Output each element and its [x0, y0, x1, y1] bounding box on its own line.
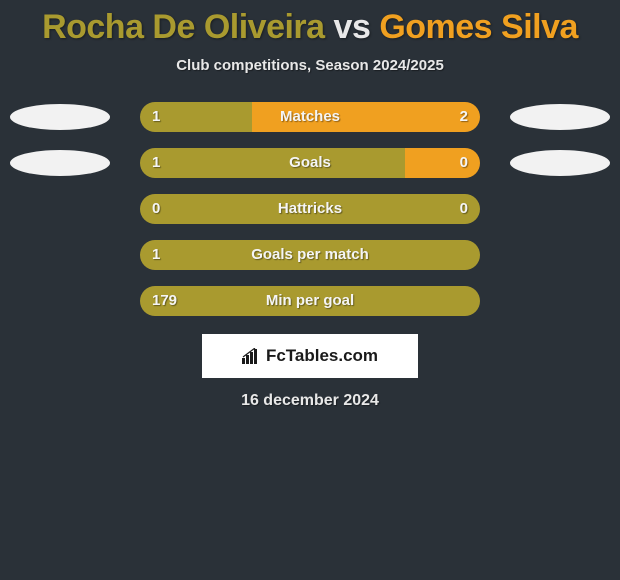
stat-row: 10Goals	[0, 148, 620, 178]
stat-label: Goals per match	[140, 246, 480, 263]
stat-bar: 179Min per goal	[140, 286, 480, 316]
subtitle: Club competitions, Season 2024/2025	[0, 57, 620, 74]
branding-text: FcTables.com	[266, 346, 378, 366]
stat-label: Matches	[140, 108, 480, 125]
stat-row: 179Min per goal	[0, 286, 620, 316]
stat-bar: 10Goals	[140, 148, 480, 178]
stats-chart: 12Matches 10Goals 00Hattricks 1Goals per ma…	[0, 102, 620, 316]
stat-row: 1Goals per match	[0, 240, 620, 270]
branding-logo: FcTables.com	[242, 346, 378, 366]
stat-bar: 12Matches	[140, 102, 480, 132]
player2-avatar	[510, 104, 610, 130]
stat-bar: 00Hattricks	[140, 194, 480, 224]
player2-name: Gomes Silva	[379, 8, 578, 46]
stat-label: Hattricks	[140, 200, 480, 217]
player1-name: Rocha De Oliveira	[42, 8, 325, 46]
player1-avatar	[10, 104, 110, 130]
stat-bar: 1Goals per match	[140, 240, 480, 270]
page-title: Rocha De Oliveira vs Gomes Silva	[0, 0, 620, 47]
footer-date: 16 december 2024	[0, 392, 620, 410]
chart-icon	[242, 348, 262, 364]
stat-row: 12Matches	[0, 102, 620, 132]
stat-label: Min per goal	[140, 292, 480, 309]
player2-avatar	[510, 150, 610, 176]
branding-box: FcTables.com	[202, 334, 418, 378]
stat-label: Goals	[140, 154, 480, 171]
vs-text: vs	[334, 8, 371, 46]
stat-row: 00Hattricks	[0, 194, 620, 224]
player1-avatar	[10, 150, 110, 176]
